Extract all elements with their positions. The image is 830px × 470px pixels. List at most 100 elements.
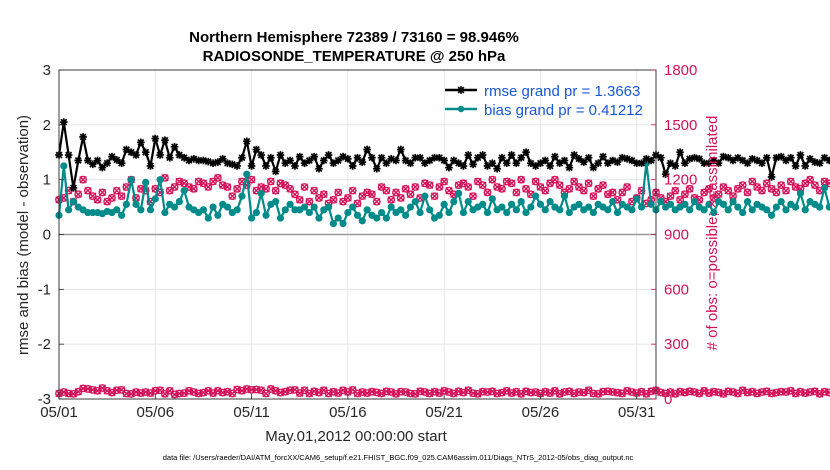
data-point-circle <box>165 186 174 195</box>
data-point <box>719 200 728 208</box>
data-point <box>272 198 280 206</box>
data-point <box>372 164 381 173</box>
data-point <box>353 211 362 219</box>
data-point <box>209 203 217 211</box>
data-point <box>488 159 497 168</box>
data-point-circle <box>156 386 165 395</box>
data-point-cross <box>204 387 212 395</box>
data-point <box>300 203 309 211</box>
data-point-circle <box>589 389 598 398</box>
data-point-cross <box>825 181 830 188</box>
data-point-circle <box>743 188 752 197</box>
y-tick-label-left: 2 <box>43 117 51 134</box>
data-point-cross <box>478 181 487 189</box>
data-point-circle <box>738 181 747 190</box>
data-point <box>286 156 294 165</box>
data-point <box>503 208 511 217</box>
data-point-stroke <box>445 164 453 172</box>
data-point <box>382 214 390 222</box>
data-point-stroke <box>811 158 819 166</box>
data-point-circle <box>108 194 116 202</box>
data-point <box>343 194 352 202</box>
data-point-stroke <box>190 155 198 163</box>
data-point-stroke <box>171 143 178 151</box>
data-point <box>801 162 810 170</box>
data-point-cross <box>339 386 347 394</box>
data-point <box>748 206 756 214</box>
data-point-cross <box>666 388 675 396</box>
data-point-stroke <box>715 159 723 167</box>
data-point <box>445 208 453 217</box>
data-point <box>633 195 641 203</box>
data-point-cross <box>580 186 588 195</box>
data-point-cross <box>74 190 82 198</box>
data-point <box>132 151 140 159</box>
data-point <box>315 164 323 173</box>
data-point <box>262 184 270 193</box>
data-point <box>93 195 102 204</box>
data-point <box>565 184 574 193</box>
data-point-cross <box>430 192 439 200</box>
y-tick-label-right: 600 <box>664 281 689 298</box>
data-point <box>767 173 776 181</box>
data-point <box>440 156 448 165</box>
data-point <box>772 188 781 197</box>
data-point <box>589 192 598 201</box>
data-point <box>348 186 357 195</box>
data-point-circle <box>262 389 270 398</box>
data-point <box>156 176 164 184</box>
data-point <box>189 184 198 193</box>
data-point <box>233 184 242 193</box>
data-point <box>767 211 776 219</box>
data-point-cross <box>488 387 497 396</box>
data-point-stroke <box>734 154 742 162</box>
data-point-cross <box>719 183 728 191</box>
data-point <box>286 200 294 208</box>
data-point-circle <box>440 177 449 186</box>
data-point <box>382 186 391 195</box>
data-point <box>372 197 381 206</box>
data-point-stroke <box>792 162 800 170</box>
data-point <box>483 188 492 197</box>
data-point-cross <box>599 181 607 189</box>
data-point-cross <box>348 186 357 195</box>
data-point-circle <box>464 183 473 191</box>
data-point-circle <box>786 177 795 186</box>
data-point-cross <box>300 183 309 191</box>
data-point <box>363 206 371 214</box>
data-point-circle <box>247 385 256 394</box>
data-point-stroke <box>551 153 559 161</box>
data-point <box>137 206 145 214</box>
data-point-cross <box>464 386 472 394</box>
data-point <box>74 156 83 165</box>
data-point-circle <box>700 188 709 197</box>
data-point <box>478 181 487 190</box>
data-point-cross <box>531 177 540 186</box>
data-point <box>502 159 511 168</box>
data-point <box>329 195 338 204</box>
data-point <box>146 206 155 214</box>
data-point-cross <box>729 192 737 200</box>
data-point <box>368 190 376 199</box>
data-point <box>782 206 790 214</box>
data-point-stroke <box>272 167 280 175</box>
data-point-cross <box>584 386 593 394</box>
data-point <box>676 148 684 157</box>
data-point-stroke <box>74 157 82 164</box>
legend-rmse-label: rmse grand pr = 1.3663 <box>484 83 640 100</box>
data-point <box>488 175 497 184</box>
data-file-note: data file: /Users/raeder/DAI/ATM_forcXX/… <box>163 453 634 462</box>
data-point-circle <box>705 184 713 193</box>
data-point <box>387 195 396 204</box>
data-point <box>69 198 78 206</box>
y-tick-label-left: 0 <box>43 227 51 244</box>
data-point <box>599 181 607 190</box>
data-point-stroke <box>199 157 207 164</box>
data-point <box>536 200 545 208</box>
data-point-cross <box>247 175 256 184</box>
data-point-circle <box>310 186 319 195</box>
data-point-cross <box>103 387 111 395</box>
data-point-circle <box>266 177 275 186</box>
data-point <box>517 175 526 184</box>
